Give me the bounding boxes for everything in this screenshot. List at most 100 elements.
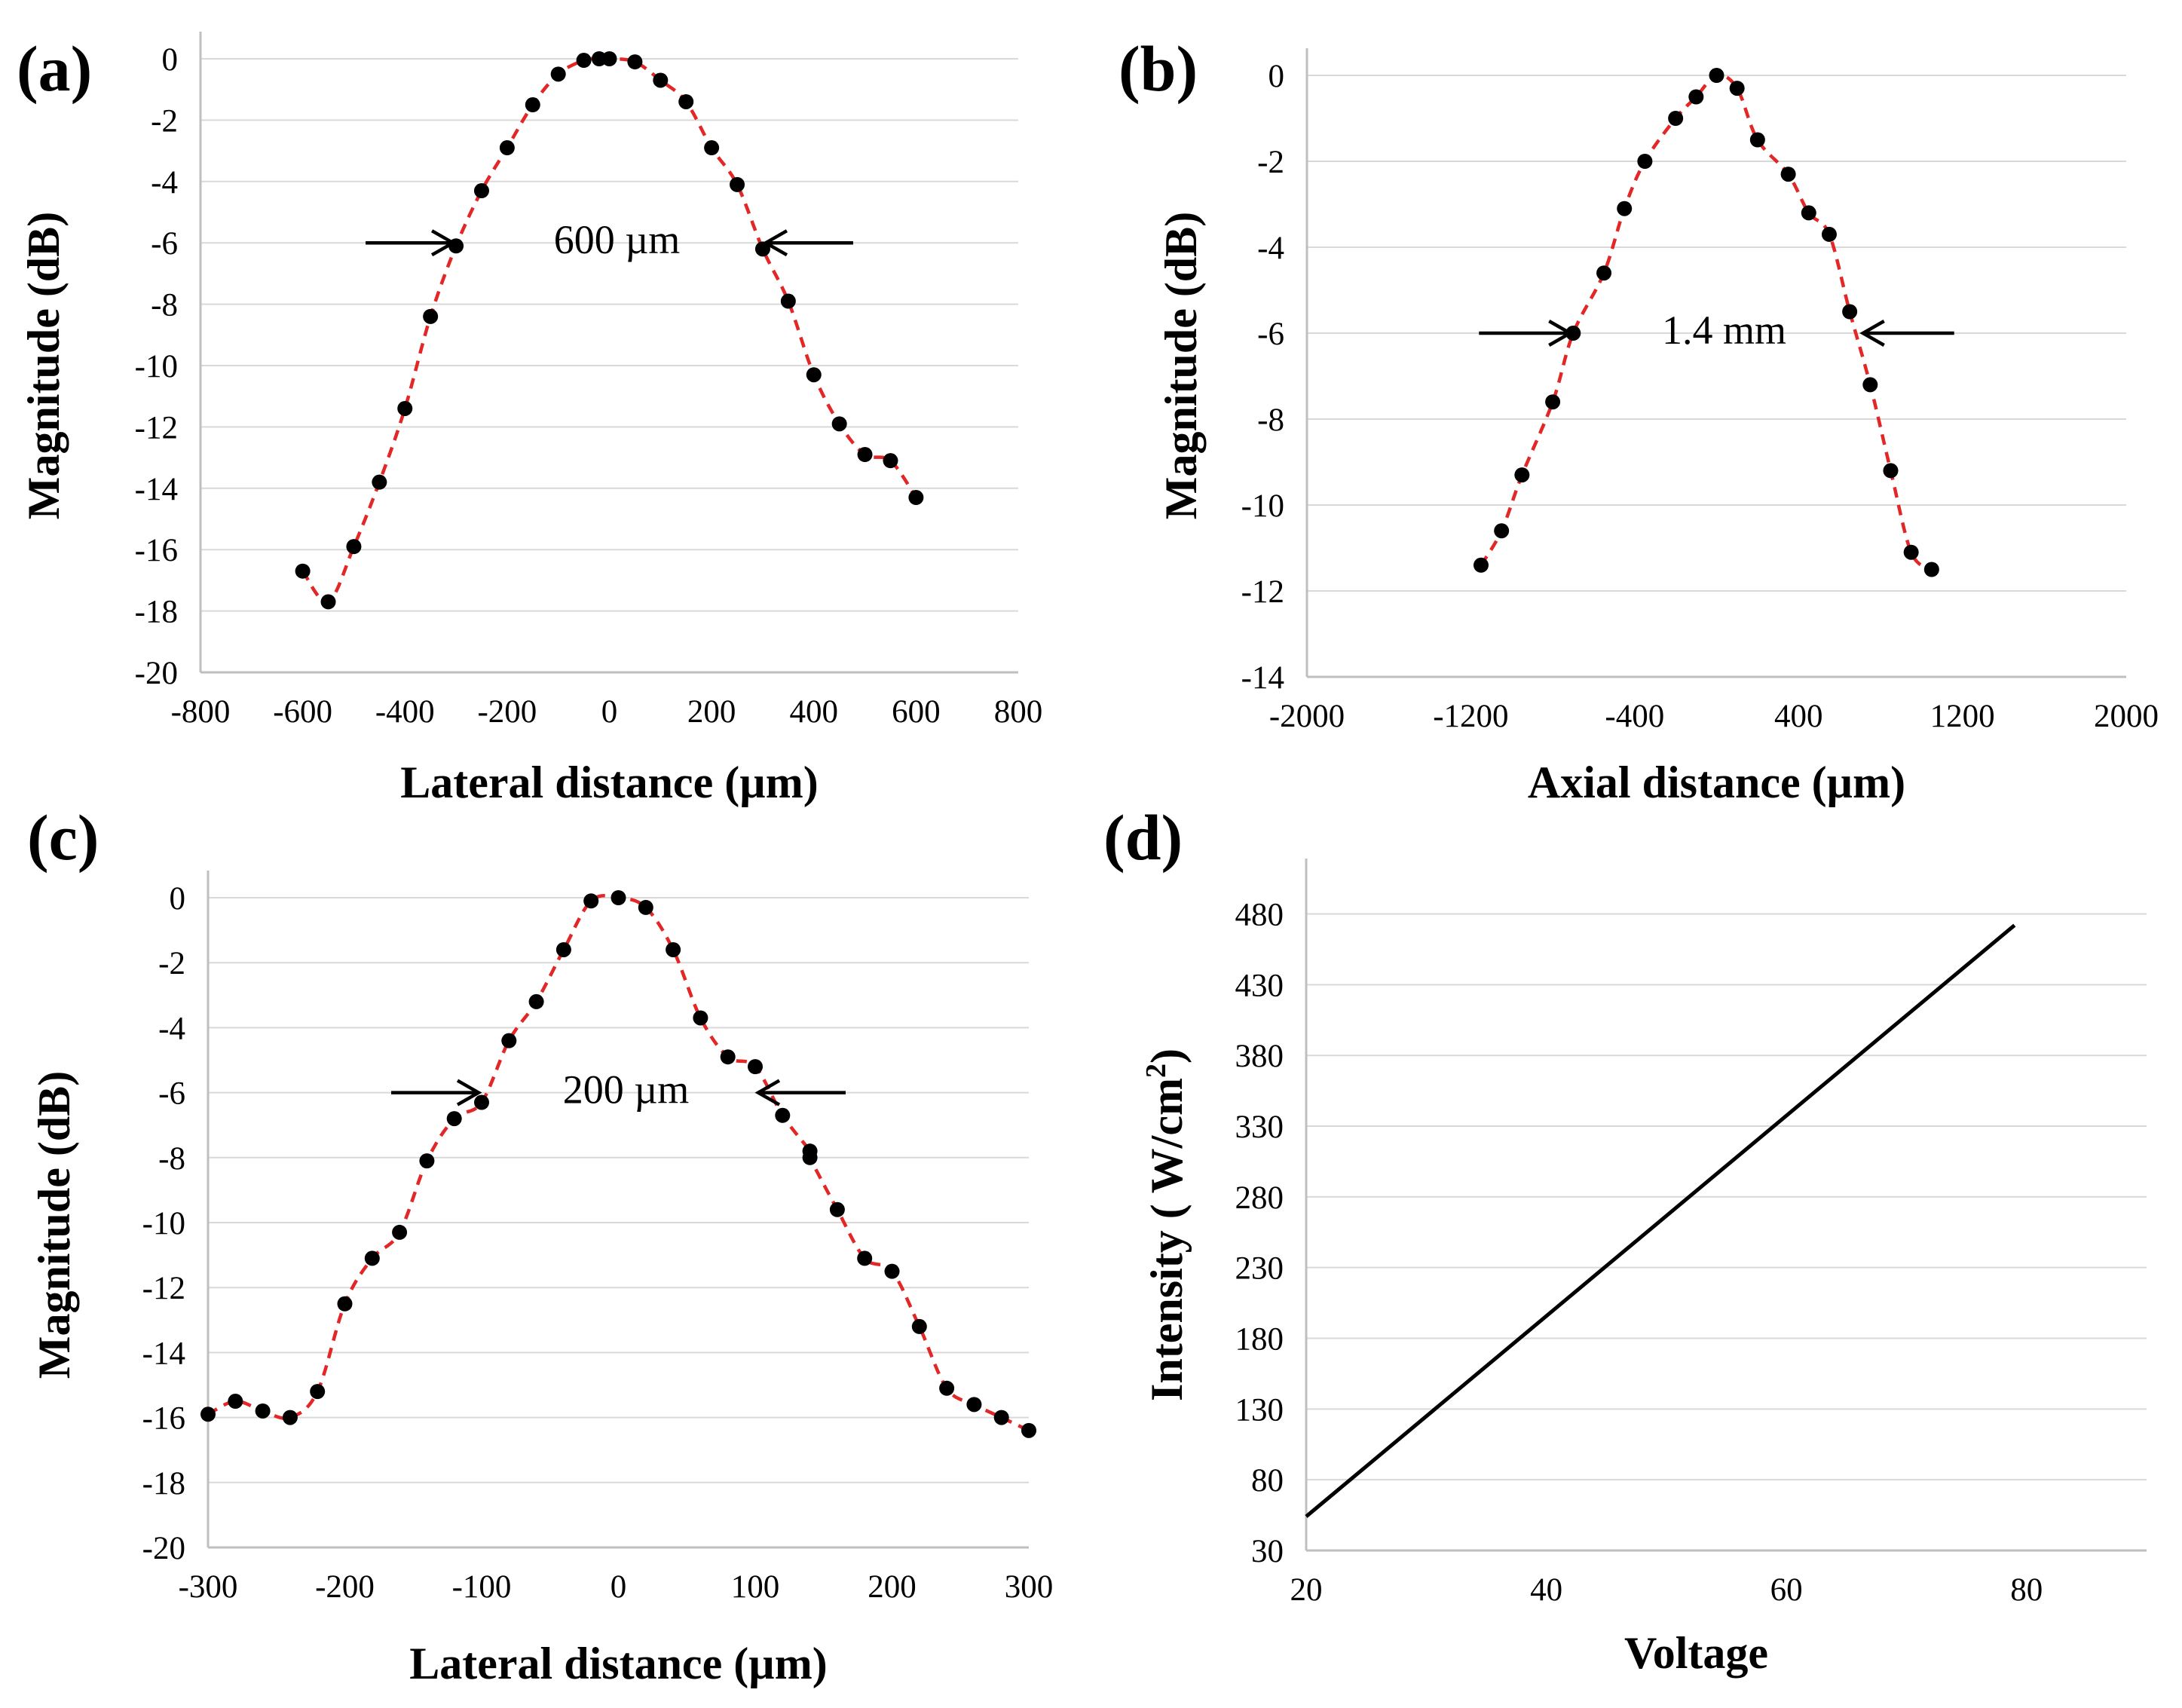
data-point (419, 1153, 435, 1169)
data-point (1514, 467, 1530, 483)
data-point (720, 1049, 736, 1065)
y-tick-label: -16 (142, 1401, 185, 1437)
data-point (806, 367, 822, 383)
panel-a: (a) 0 -2 -4 -6 -8 -10 -12 -14 -16 -18 -20-800 -600 -4… (17, 32, 1042, 807)
panel-label: (d) (1103, 801, 1183, 874)
x-tick-label: -400 (1605, 699, 1664, 734)
y-tick-label: 380 (1235, 1039, 1284, 1074)
x-tick-label: -200 (477, 694, 537, 730)
x-tick-label: 400 (790, 694, 839, 730)
y-tick-label: -6 (1257, 317, 1284, 352)
data-point (392, 1224, 408, 1240)
data-point (1749, 132, 1765, 148)
y-tick-label: -10 (135, 349, 178, 384)
panel-label: (a) (17, 32, 92, 105)
y-tick-label: -20 (135, 656, 178, 691)
data-point (1883, 463, 1899, 479)
y-tick-label: -8 (1257, 403, 1284, 438)
data-point (704, 140, 720, 156)
data-point (1801, 205, 1816, 221)
fit-line (301, 57, 918, 604)
x-tick-label: 60 (1770, 1572, 1803, 1608)
data-point (525, 97, 540, 113)
data-point (310, 1384, 326, 1400)
y-tick-label: 430 (1235, 968, 1284, 1003)
left-arrow-head (1548, 320, 1574, 347)
y-tick-label: -2 (1257, 145, 1284, 180)
x-tick-label: 0 (611, 1569, 627, 1605)
data-point (653, 72, 669, 88)
y-tick-label: -4 (1257, 231, 1284, 266)
data-point (993, 1410, 1009, 1425)
data-point (829, 1201, 845, 1217)
data-point (857, 1250, 873, 1266)
y-tick-label: -10 (1241, 488, 1284, 524)
y-tick-label: -14 (1241, 660, 1284, 696)
y-tick-label: 480 (1235, 898, 1284, 933)
data-point (320, 594, 336, 610)
x-tick-label: -400 (375, 694, 435, 730)
data-point (423, 308, 439, 324)
data-point (555, 941, 571, 957)
data-point (775, 1107, 791, 1123)
panel-label: (c) (27, 801, 99, 874)
data-point (1494, 523, 1510, 539)
x-tick-label: 400 (1774, 699, 1823, 734)
x-tick-label: 200 (868, 1569, 917, 1605)
data-point (1780, 167, 1796, 182)
data-point (1903, 544, 1919, 560)
y-tick-label: -4 (151, 165, 178, 200)
panel-b: (b) 0 -2 -4 -6 -8 -10 -12 -14-2000 -1200 -400 400 12… (1119, 32, 2159, 807)
x-tick-label: -100 (452, 1569, 512, 1605)
data-point (1688, 89, 1704, 105)
data-point (883, 453, 898, 469)
x-tick-label: 2000 (2094, 699, 2159, 734)
y-tick-label: 180 (1235, 1322, 1284, 1358)
data-point (939, 1380, 955, 1396)
data-point (666, 941, 681, 957)
y-tick-label: 330 (1235, 1110, 1284, 1145)
data-point (802, 1149, 818, 1165)
y-tick-label: 230 (1235, 1251, 1284, 1287)
y-tick-label: -14 (142, 1336, 185, 1371)
data-point (346, 539, 362, 555)
data-point (730, 176, 745, 192)
data-point (911, 1318, 927, 1334)
y-tick-label: 280 (1235, 1180, 1284, 1216)
width-annotation: 200 µm (563, 1067, 690, 1113)
x-tick-label: 100 (731, 1569, 780, 1605)
data-point (693, 1010, 708, 1026)
right-arrow-head (754, 1079, 781, 1107)
y-tick-label: -14 (135, 472, 178, 507)
y-axis-title: Intensity ( W/cm2) (1140, 1048, 1192, 1401)
y-tick-label: -6 (158, 1076, 185, 1112)
x-tick-label: 1200 (1930, 699, 1995, 734)
data-point (638, 899, 653, 915)
x-axis-title: Axial distance (µm) (1528, 758, 1905, 807)
y-tick-label: 80 (1251, 1463, 1284, 1498)
data-point (1617, 200, 1633, 216)
x-tick-label: 600 (892, 694, 941, 730)
left-arrow-head (456, 1079, 482, 1107)
y-tick-label: -4 (158, 1011, 185, 1046)
data-point (228, 1394, 243, 1410)
data-point (397, 400, 413, 416)
data-point (908, 490, 924, 506)
y-tick-label: -10 (142, 1206, 185, 1241)
x-tick-label: -1200 (1433, 699, 1508, 734)
data-point (255, 1403, 271, 1419)
data-point (576, 53, 592, 69)
x-tick-label: 800 (994, 694, 1043, 730)
data-point (446, 1111, 462, 1127)
intensity-line (1305, 923, 2016, 1518)
right-arrow-head (762, 229, 788, 257)
y-tick-label: -8 (158, 1141, 185, 1177)
data-point (678, 93, 694, 109)
data-point (337, 1296, 353, 1312)
data-point (780, 293, 796, 309)
y-tick-label: 130 (1235, 1392, 1284, 1428)
x-tick-label: 200 (687, 694, 736, 730)
data-point (474, 1094, 489, 1110)
right-arrow-head (1859, 320, 1885, 347)
